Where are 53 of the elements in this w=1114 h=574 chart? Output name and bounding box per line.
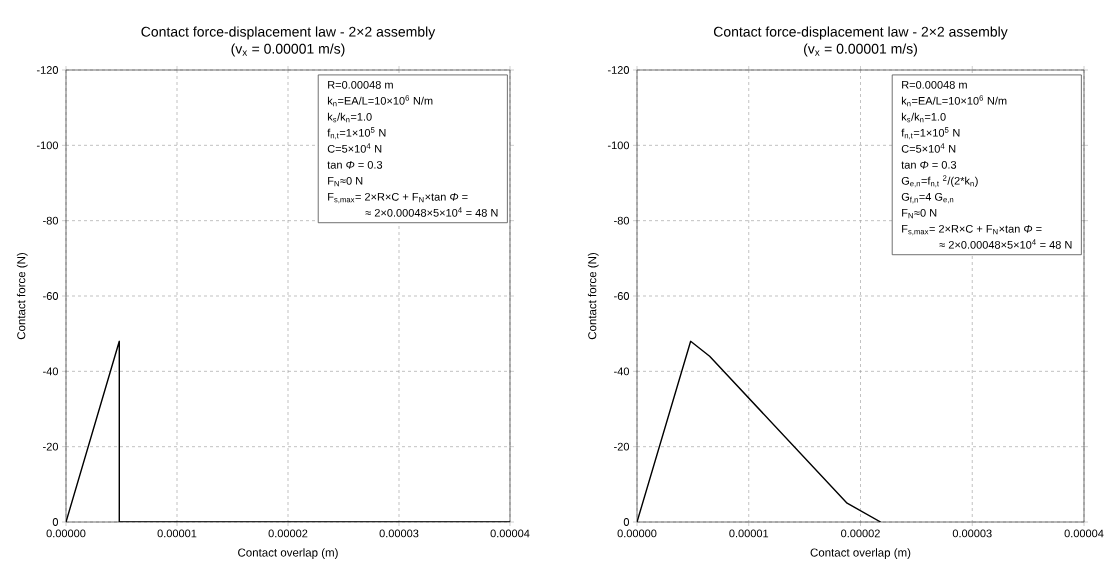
annotation: F$_{N}$≈0 N (902, 208, 937, 219)
x-tick-label: 0.00000 (617, 529, 657, 538)
y-tick-label: -40 (43, 367, 59, 376)
x-tick-label: 0.00000 (46, 529, 86, 538)
annotation: k$_{n}$=EA/L=10×10$^{6}$ N/m (901, 95, 1007, 107)
x-tick-label: 0.00001 (157, 529, 197, 538)
annotation: ≈ 2×0.00048×5×10$^{4}$ = 48 N (365, 207, 498, 217)
annotation: k$_{n}$=EA/L=10×10$^{6}$ N/m (327, 95, 433, 107)
x-tick-label: 0.00004 (490, 529, 530, 538)
x-tick-label: 0.00002 (841, 529, 880, 538)
y-tick-label: -20 (614, 442, 630, 451)
annotation: F$_{s,max}$= 2×R×C + F$_{N}$×tan Φ = (902, 224, 1042, 236)
chart-subtitle: (v$_{x}$ = 0.00001 m/s) (231, 43, 345, 57)
y-axis-title: Contact force (N) (587, 252, 599, 340)
annotation: tan Φ = 0.3 (327, 160, 383, 169)
y-tick-label: -120 (607, 66, 630, 74)
annotation: f$_{n,t}$=1×10$^{5}$ N (327, 127, 386, 140)
y-tick-label: -100 (36, 141, 59, 150)
y-tick-label: -40 (614, 367, 630, 376)
y-tick-label: -80 (614, 216, 630, 225)
x-tick-label: 0.00002 (268, 529, 308, 538)
x-tick-label: 0.00001 (729, 529, 769, 538)
x-tick-label: 0.00003 (379, 529, 419, 538)
x-axis-title: Contact overlap (m) (238, 548, 338, 559)
annotation: ≈ 2×0.00048×5×10$^{4}$ = 48 N (939, 239, 1072, 249)
y-tick-label: -20 (43, 442, 59, 451)
chart-title: Contact force-displacement law - 2×2 assembly (713, 26, 1008, 40)
annotation: k$_{s}$/k$_{n}$=1.0 (327, 112, 372, 123)
y-tick-label: -100 (607, 141, 630, 150)
annotation: R=0.00048 m (328, 80, 393, 89)
chart-title: Contact force-displacement law - 2×2 assembly (141, 26, 436, 40)
annotation: F$_{s,max}$= 2×R×C + F$_{N}$×tan Φ = (328, 192, 468, 204)
y-tick-label: 0 (623, 518, 630, 526)
y-axis-title: Contact force (N) (16, 252, 28, 340)
annotation: G$_{f,n}$=4 G$_{e,n}$ (901, 192, 954, 204)
annotation: C=5×10$^{4}$ N (901, 143, 956, 153)
x-tick-label: 0.00003 (952, 529, 992, 538)
y-tick-label: 0 (52, 518, 59, 526)
y-tick-label: -80 (43, 216, 59, 225)
annotation: tan Φ = 0.3 (901, 160, 957, 169)
annotation: f$_{n,t}$=1×10$^{5}$ N (901, 127, 960, 140)
y-tick-label: -120 (36, 66, 59, 74)
x-tick-label: 0.00004 (1064, 529, 1104, 538)
annotation: F$_{N}$≈0 N (328, 176, 363, 187)
y-tick-label: -60 (614, 292, 630, 300)
annotation: R=0.00048 m (902, 80, 967, 89)
annotation: G$_{e,n}$=f$_{n,t}$ $^{2}$/(2*k$_{n}$) (901, 175, 978, 188)
x-axis-title: Contact overlap (m) (810, 548, 911, 559)
y-tick-label: -60 (43, 292, 59, 300)
chart-subtitle: (v$_{x}$ = 0.00001 m/s) (804, 43, 917, 57)
annotation: k$_{s}$/k$_{n}$=1.0 (901, 112, 946, 123)
line-series (637, 340, 882, 522)
annotation: C=5×10$^{4}$ N (327, 143, 382, 153)
